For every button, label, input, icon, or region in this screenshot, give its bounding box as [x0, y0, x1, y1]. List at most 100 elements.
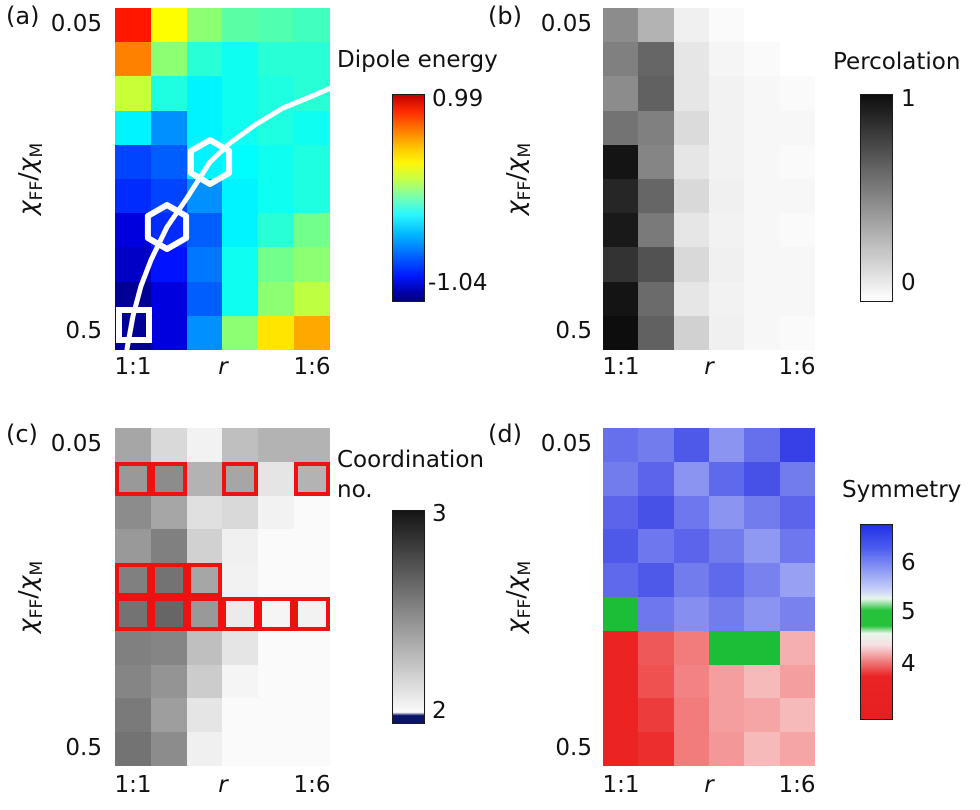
heatmap-cell: [258, 144, 295, 179]
heatmap-cell: [779, 732, 815, 766]
heatmap-cell: [673, 247, 709, 282]
heatmap-cell: [294, 732, 330, 766]
heatmap-cell: [222, 732, 259, 766]
heatmap-cell: [779, 461, 815, 496]
heatmap-cell: [150, 110, 187, 145]
heatmap-cell: [744, 8, 780, 43]
heatmap-cell: [638, 179, 674, 214]
heatmap-cell: [638, 563, 674, 597]
heatmap-cell-highlighted: [115, 461, 151, 496]
heatmap-cell: [779, 563, 815, 597]
heatmap-cell: [294, 529, 330, 564]
heatmap-cell: [638, 110, 674, 145]
heatmap-cell: [779, 630, 815, 665]
panel-label-a: (a): [6, 2, 40, 30]
heatmap-cell: [186, 315, 223, 350]
heatmap-cell: [150, 281, 187, 316]
heatmap-cell: [150, 315, 187, 350]
heatmap-cell: [294, 630, 330, 665]
heatmap-cell: [603, 110, 639, 145]
heatmap-cell: [673, 315, 709, 350]
heatmap-cell: [294, 495, 330, 530]
heatmap-cell: [258, 247, 295, 282]
heatmap-cell: [744, 461, 780, 496]
heatmap-cell: [779, 428, 815, 462]
panel-label-b: (b): [488, 2, 522, 30]
heatmap-cell: [186, 664, 223, 699]
heatmap-cell: [294, 698, 330, 733]
panel-label-d: (d): [488, 420, 522, 448]
heatmap-cell: [673, 76, 709, 111]
heatmap-cell: [222, 315, 259, 350]
heatmap-cell: [294, 110, 330, 145]
heatmap-cell: [294, 563, 330, 597]
heatmap-cell: [222, 179, 259, 214]
heatmap-cell: [258, 495, 295, 530]
heatmap-cell: [258, 76, 295, 111]
heatmap-cell: [744, 179, 780, 214]
heatmap-cell: [115, 42, 151, 77]
heatmap-cell: [186, 281, 223, 316]
heatmap-cell: [708, 76, 745, 111]
heatmap-cell-highlighted: [258, 596, 295, 631]
colorbar-max-b: 1: [901, 86, 916, 112]
heatmap-cell: [186, 698, 223, 733]
heatmap-coordination: [115, 428, 330, 766]
heatmap-cell: [186, 428, 223, 462]
colorbar-tick-5: 5: [901, 599, 916, 625]
heatmap-cell: [150, 529, 187, 564]
heatmap-cell: [708, 529, 745, 564]
heatmap-cell: [222, 281, 259, 316]
heatmap-symmetry: [603, 428, 815, 766]
heatmap-cell: [294, 315, 330, 350]
heatmap-cell: [115, 428, 151, 462]
heatmap-cell: [258, 698, 295, 733]
heatmap-cell: [258, 110, 295, 145]
heatmap-percolation: [603, 8, 815, 350]
heatmap-cell: [779, 664, 815, 699]
heatmap-cell: [222, 247, 259, 282]
heatmap-cell: [708, 213, 745, 248]
heatmap-cell: [638, 42, 674, 77]
y-tick-bottom-b: 0.5: [555, 318, 592, 344]
heatmap-cell: [294, 42, 330, 77]
colorbar-min-a: -1.04: [428, 270, 488, 296]
heatmap-cell: [258, 563, 295, 597]
colorbar-max-a: 0.99: [432, 86, 484, 112]
colorbar-title-a: Dipole energy: [337, 47, 498, 73]
heatmap-cell: [186, 8, 223, 43]
heatmap-cell: [744, 664, 780, 699]
y-axis-label-d: χFF/χM: [501, 560, 535, 634]
heatmap-cell: [673, 42, 709, 77]
y-axis-label-b: χFF/χM: [501, 142, 535, 216]
heatmap-cell: [638, 630, 674, 665]
heatmap-cell: [294, 281, 330, 316]
colorbar-percolation: [860, 94, 893, 302]
heatmap-cell: [638, 428, 674, 462]
heatmap-cell: [115, 76, 151, 111]
heatmap-cell: [638, 315, 674, 350]
colorbar-tick-4: 4: [901, 651, 916, 677]
heatmap-cell: [638, 596, 674, 631]
heatmap-cell: [603, 247, 639, 282]
panel-label-c: (c): [6, 420, 38, 448]
heatmap-cell: [779, 8, 815, 43]
heatmap-cell: [603, 76, 639, 111]
heatmap-cell: [779, 144, 815, 179]
heatmap-cell: [673, 8, 709, 43]
heatmap-cell: [744, 281, 780, 316]
heatmap-cell: [638, 529, 674, 564]
heatmap-cell: [673, 563, 709, 597]
heatmap-cell: [708, 8, 745, 43]
heatmap-cell: [708, 428, 745, 462]
heatmap-cell: [294, 8, 330, 43]
heatmap-cell: [258, 213, 295, 248]
heatmap-cell: [115, 732, 151, 766]
x-tick-last-b: 1:6: [778, 354, 816, 380]
heatmap-cell: [186, 247, 223, 282]
heatmap-cell: [603, 495, 639, 530]
heatmap-cell: [115, 110, 151, 145]
heatmap-cell: [744, 247, 780, 282]
heatmap-cell: [708, 179, 745, 214]
heatmap-cell: [222, 428, 259, 462]
